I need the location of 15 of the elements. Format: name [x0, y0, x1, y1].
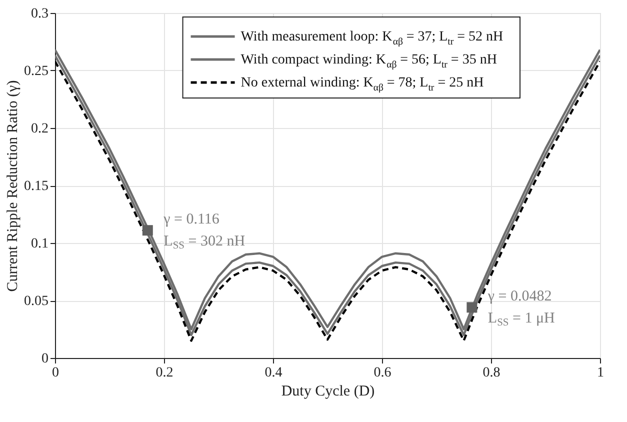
x-tick-label: 1 [597, 366, 604, 380]
y-tick-label: 0.05 [24, 294, 48, 309]
y-axis-title: Current Ripple Reduction Ratio (γ) [5, 80, 21, 292]
y-tick-label: 0.15 [24, 179, 48, 194]
x-tick-label: 0.4 [264, 366, 282, 380]
y-tick-label: 0.25 [24, 64, 48, 79]
x-tick-label: 0.6 [374, 366, 392, 380]
x-axis-title: Duty Cycle (D) [281, 384, 375, 400]
y-tick-label: 0 [42, 352, 48, 366]
x-tick-label: 0.2 [156, 366, 174, 380]
x-tick-label: 0 [52, 366, 59, 380]
y-tick-label: 0.3 [31, 6, 48, 22]
x-tick-label: 0.8 [482, 366, 500, 380]
y-tick-label: 0.1 [31, 236, 48, 252]
y-tick-label: 0.2 [31, 122, 48, 136]
